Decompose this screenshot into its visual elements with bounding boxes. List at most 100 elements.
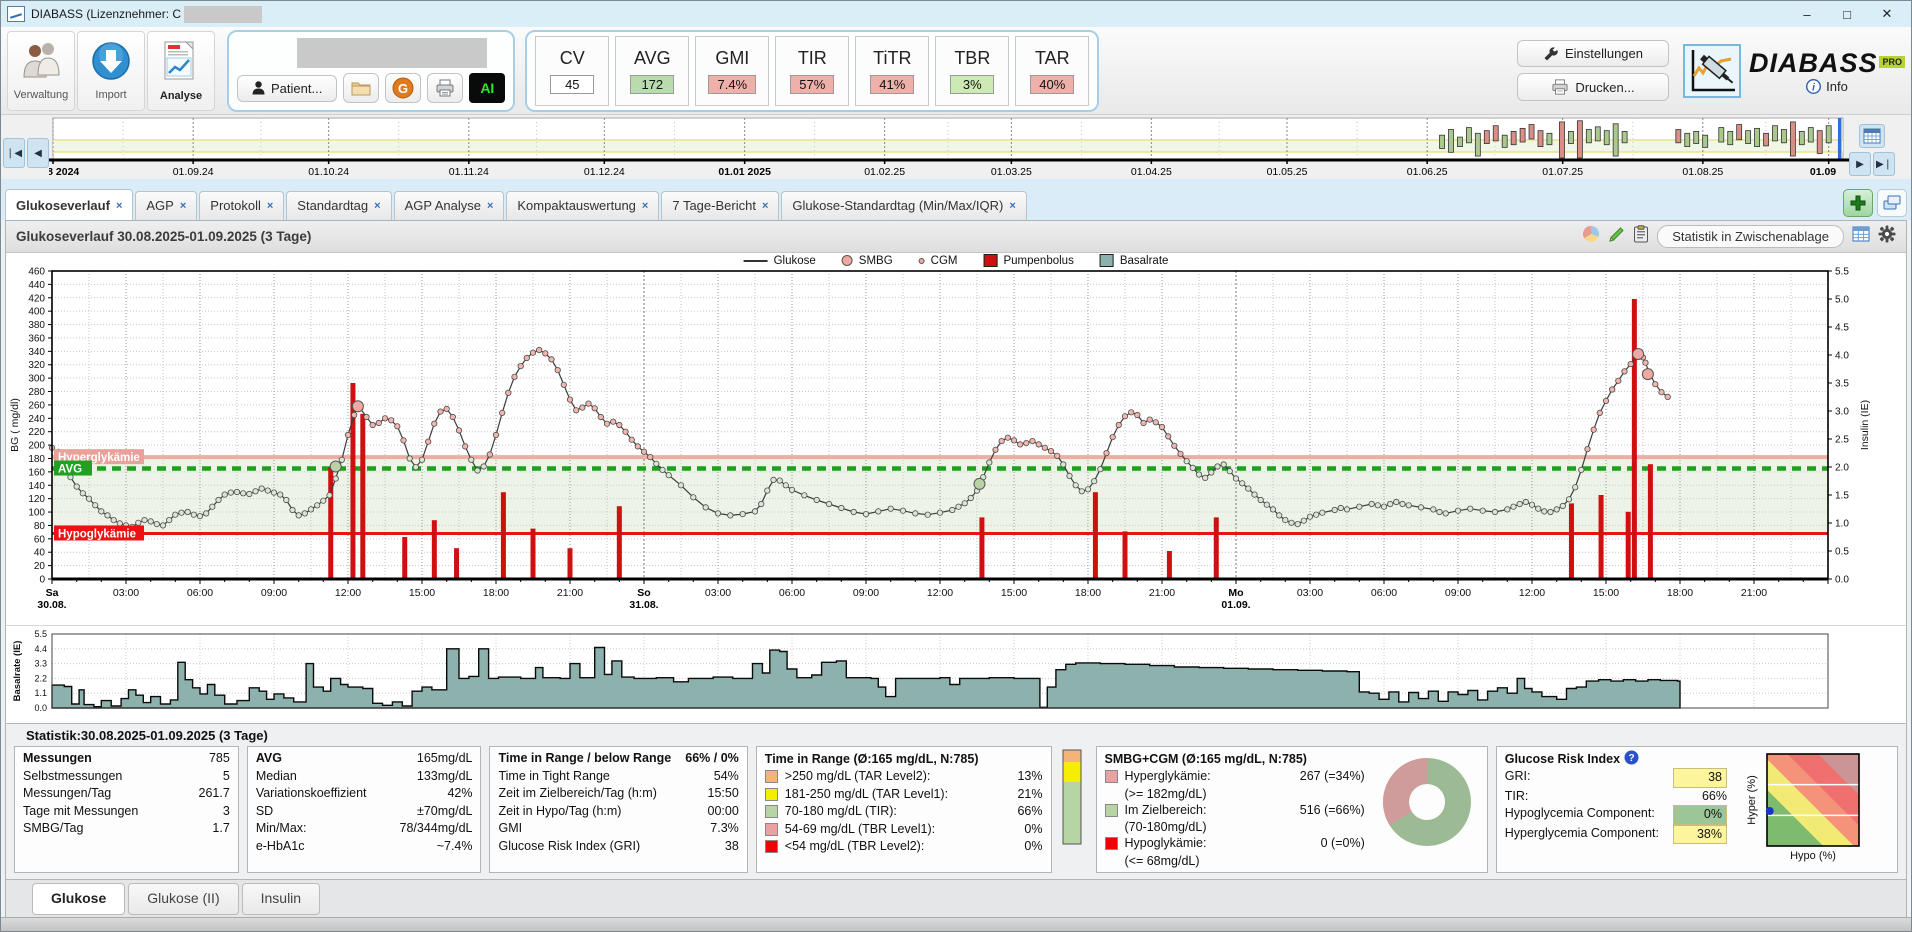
svg-text:21:00: 21:00 [1741, 587, 1767, 599]
window-title: DIABASS (Lizenznehmer: C [31, 7, 182, 21]
timeline-last-button[interactable]: ▶❘ [1873, 152, 1895, 176]
stat-value: ~7.4% [436, 838, 473, 853]
timeline-prev-button[interactable]: ◀ [27, 138, 49, 168]
svg-text:0.0: 0.0 [34, 703, 47, 713]
patient-button[interactable]: Patient... [237, 74, 338, 102]
svg-text:40: 40 [34, 548, 46, 559]
metric-titr: TiTR 41% [855, 35, 930, 106]
svg-text:15:00: 15:00 [409, 587, 435, 599]
smbg-label: Hypoglykämie: [1124, 836, 1207, 850]
g-button[interactable]: G [385, 73, 422, 103]
add-tab-button[interactable] [1843, 189, 1873, 217]
folder-button[interactable] [343, 73, 380, 103]
settings-button[interactable]: Einstellungen [1516, 40, 1669, 67]
tab-glukoseverlauf[interactable]: Glukoseverlauf × [5, 189, 134, 220]
copy-statistics-button[interactable]: Statistik in Zwischenablage [1657, 225, 1844, 248]
maximize-button[interactable]: □ [1843, 6, 1851, 22]
stat-row: Zeit in Hypo/Tag (h:m) 00:00 [498, 803, 738, 821]
tir-color-swatch [764, 840, 778, 853]
basal-chart-area: 0.0 1.1 2.2 3.3 4.4 5.5 Basalrate (IE) [6, 625, 1906, 723]
tab-close-icon[interactable]: × [486, 199, 494, 212]
metric-value: 57% [790, 74, 835, 94]
ai-button[interactable]: AI [469, 73, 506, 103]
timeline-chart[interactable]: 01.08 2024 01.09.24 01.10.24 01.11.24 01.12.… [49, 116, 1849, 178]
minimize-button[interactable]: – [1803, 6, 1811, 22]
svg-text:Sa: Sa [46, 587, 59, 599]
edit-pencil-icon[interactable] [1608, 226, 1625, 248]
bottom-tab-insulin[interactable]: Insulin [241, 883, 321, 915]
tab-close-icon[interactable]: × [115, 199, 123, 212]
smbg-sublabel: (70-180mg/dL) [1124, 820, 1207, 834]
tab-close-icon[interactable]: × [266, 199, 274, 212]
print-quick-button[interactable] [427, 73, 464, 103]
basal-chart[interactable]: 0.0 1.1 2.2 3.3 4.4 5.5 Basalrate (IE) [6, 626, 1896, 722]
svg-text:03:00: 03:00 [113, 587, 139, 599]
tir-color-swatch [764, 805, 778, 818]
brand-name: DIABASS [1748, 47, 1878, 78]
tab-close-icon[interactable]: × [1009, 199, 1016, 212]
metric-value: 45 [550, 74, 595, 94]
tir-detail-title: Time in Range (Ø:165 mg/dL, N:785) [764, 752, 979, 766]
clipboard-icon[interactable] [1633, 225, 1649, 248]
svg-text:220: 220 [28, 427, 45, 438]
pie-chart-icon[interactable] [1582, 225, 1600, 248]
tab-close-icon[interactable]: × [374, 199, 381, 212]
table-view-icon[interactable] [1852, 226, 1870, 247]
tir-detail-box: Time in Range (Ø:165 mg/dL, N:785) >250 m… [755, 746, 1052, 873]
glucose-chart-area: Glukose SMBG CGM Pumpenbolus Basalrate Hyper… [6, 253, 1906, 625]
stat-label: Median [255, 768, 297, 783]
svg-text:2.2: 2.2 [34, 673, 47, 683]
tir-color-swatch [764, 787, 778, 801]
gear-icon[interactable] [1878, 225, 1896, 248]
tir-row: >250 mg/dL (TAR Level2): 13% [764, 768, 1043, 786]
tab-standardtag[interactable]: Standardtag × [286, 191, 392, 220]
timeline-strip: ❘◀ ◀ 01.08 202401.09.2401.10.2401.11.240… [1, 115, 1911, 179]
bottom-tab-glukose[interactable]: Glukose [32, 883, 126, 915]
analyse-button[interactable]: Analyse [147, 30, 215, 111]
svg-text:3.3: 3.3 [34, 659, 47, 669]
close-button[interactable]: ✕ [1881, 6, 1893, 21]
metric-label: GMI [715, 47, 750, 68]
legend-item-smbg: SMBG [841, 255, 893, 267]
stat-value: 78/344mg/dL [399, 821, 473, 835]
help-icon[interactable]: ? [1624, 750, 1639, 765]
timeline-first-button[interactable]: ❘◀ [3, 138, 25, 168]
svg-text:260: 260 [28, 400, 45, 411]
svg-text:340: 340 [28, 347, 45, 358]
svg-text:Insulin (IE): Insulin (IE) [1859, 400, 1871, 450]
tab-label: 7 Tage-Bericht [672, 198, 756, 213]
tab-agp-analyse[interactable]: AGP Analyse × [393, 191, 505, 220]
brand-block: DIABASS PRO i Info [1682, 43, 1905, 98]
verwaltung-button[interactable]: Verwaltung [7, 30, 75, 111]
info-link[interactable]: i Info [1806, 79, 1848, 94]
svg-text:01.06.25: 01.06.25 [1407, 166, 1448, 178]
svg-text:15:00: 15:00 [1001, 587, 1027, 599]
smbg-row: Hyperglykämie: 267 (=34%) [1104, 768, 1365, 786]
tir-value: 13% [1017, 769, 1043, 783]
verwaltung-label: Verwaltung [13, 88, 69, 101]
bottom-tab-glukose-ii-[interactable]: Glukose (II) [128, 883, 239, 915]
stat-row: Tage mit Messungen 3 [23, 803, 230, 821]
tab-kompaktauswertung[interactable]: Kompaktauswertung × [506, 191, 660, 220]
stat-label: Messungen/Tag [23, 786, 112, 800]
tab-close-icon[interactable]: × [641, 199, 649, 212]
tab-agp[interactable]: AGP × [135, 191, 198, 220]
toolbar: Verwaltung Import Analyse Patient... [1, 27, 1911, 115]
timeline-next-button[interactable]: ▶ [1849, 152, 1871, 176]
tab-glukose-standardtag-min-max-iqr-[interactable]: Glukose-Standardtag (Min/Max/IQR) × [781, 191, 1027, 220]
info-label: Info [1826, 78, 1848, 94]
tab-close-icon[interactable]: × [179, 199, 187, 212]
import-button[interactable]: Import [77, 30, 145, 111]
print-button[interactable]: Drucken... [1516, 73, 1669, 101]
svg-text:Hyper (%): Hyper (%) [1746, 775, 1758, 825]
tab-close-icon[interactable]: × [761, 199, 769, 212]
svg-text:Mo: Mo [1228, 587, 1243, 599]
tab-label: AGP Analyse [404, 198, 481, 213]
tab-protokoll[interactable]: Protokoll × [199, 191, 285, 220]
calendar-button[interactable] [1859, 124, 1885, 148]
window-layout-button[interactable] [1877, 189, 1907, 217]
tab-7-tage-bericht[interactable]: 7 Tage-Bericht × [661, 191, 780, 220]
measurement-stats: Messungen 785 Selbstmessungen 5 Messungen/Ta… [14, 746, 239, 873]
stat-value: 38 [724, 838, 739, 853]
